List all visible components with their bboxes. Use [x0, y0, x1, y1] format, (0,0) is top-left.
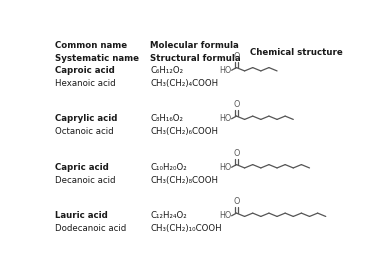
Text: Octanoic acid: Octanoic acid: [55, 127, 113, 136]
Text: Decanoic acid: Decanoic acid: [55, 176, 115, 185]
Text: Chemical structure: Chemical structure: [250, 48, 342, 57]
Text: O: O: [233, 100, 240, 109]
Text: HO: HO: [219, 66, 232, 75]
Text: Hexanoic acid: Hexanoic acid: [55, 79, 115, 88]
Text: C₈H₁₆O₂: C₈H₁₆O₂: [150, 115, 183, 123]
Text: O: O: [233, 149, 240, 158]
Text: CH₃(CH₂)₁₀COOH: CH₃(CH₂)₁₀COOH: [150, 224, 222, 234]
Text: CH₃(CH₂)₈COOH: CH₃(CH₂)₈COOH: [150, 176, 218, 185]
Text: CH₃(CH₂)₆COOH: CH₃(CH₂)₆COOH: [150, 127, 218, 136]
Text: Molecular formula: Molecular formula: [150, 41, 239, 50]
Text: Dodecanoic acid: Dodecanoic acid: [55, 224, 126, 234]
Text: HO: HO: [219, 114, 232, 123]
Text: Lauric acid: Lauric acid: [55, 211, 108, 220]
Text: O: O: [233, 52, 240, 61]
Text: HO: HO: [219, 211, 232, 220]
Text: CH₃(CH₂)₄COOH: CH₃(CH₂)₄COOH: [150, 79, 218, 88]
Text: C₁₀H₂₀O₂: C₁₀H₂₀O₂: [150, 163, 187, 172]
Text: Caproic acid: Caproic acid: [55, 66, 115, 75]
Text: Capric acid: Capric acid: [55, 163, 108, 172]
Text: C₆H₁₂O₂: C₆H₁₂O₂: [150, 66, 183, 75]
Text: HO: HO: [219, 163, 232, 172]
Text: Systematic name: Systematic name: [55, 54, 139, 63]
Text: Caprylic acid: Caprylic acid: [55, 115, 117, 123]
Text: O: O: [233, 197, 240, 206]
Text: C₁₂H₂₄O₂: C₁₂H₂₄O₂: [150, 211, 187, 220]
Text: Structural formula: Structural formula: [150, 54, 241, 63]
Text: Common name: Common name: [55, 41, 127, 50]
